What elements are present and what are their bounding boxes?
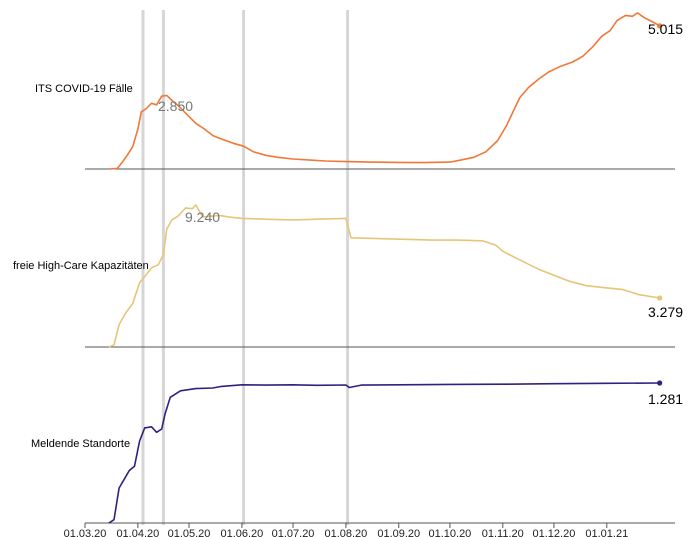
series-line [108, 382, 660, 524]
x-tick-label: 01.05.20 [168, 528, 211, 537]
x-axis: 01.03.20 01.04.20 01.05.20 01.06.20 01.07.20… [64, 523, 628, 537]
end-value-label: 3.279 [648, 304, 683, 320]
series-line [108, 204, 660, 348]
x-tick-label: 01.12.20 [533, 528, 576, 537]
x-tick-label: 01.08.20 [324, 528, 367, 537]
peak-value-label: 2.850 [158, 98, 193, 114]
x-tick-label: 01.01.21 [585, 528, 628, 537]
panel-label: freie High-Care Kapazitäten [13, 260, 149, 272]
x-tick-label: 01.06.20 [220, 528, 263, 537]
series-line [108, 12, 661, 170]
x-tick-label: 01.10.20 [428, 528, 471, 537]
end-point [657, 380, 663, 386]
panel-label: ITS COVID-19 Fälle [35, 83, 133, 95]
end-point [657, 23, 663, 29]
x-tick-label: 01.04.20 [116, 528, 159, 537]
panel-label: Meldende Standorte [31, 438, 130, 450]
end-value-label: 1.281 [648, 391, 683, 407]
x-tick-label: 01.09.20 [377, 528, 420, 537]
panel-2: Meldende Standorte 1.281 [31, 380, 683, 524]
x-tick-label: 01.07.20 [272, 528, 315, 537]
end-value-label: 5.015 [648, 21, 683, 37]
panel-0: ITS COVID-19 Fälle 5.015 2.850 [35, 12, 683, 170]
vertical-markers [141, 10, 350, 525]
chart-panels: ITS COVID-19 Fälle 5.015 2.850 freie High-C… [13, 12, 683, 524]
x-tick-label: 01.11.20 [482, 528, 524, 537]
peak-value-label: 9.240 [185, 209, 220, 225]
end-point [657, 295, 663, 301]
panel-1: freie High-Care Kapazitäten 3.279 9.240 [13, 204, 683, 348]
x-tick-label: 01.03.20 [64, 528, 107, 537]
